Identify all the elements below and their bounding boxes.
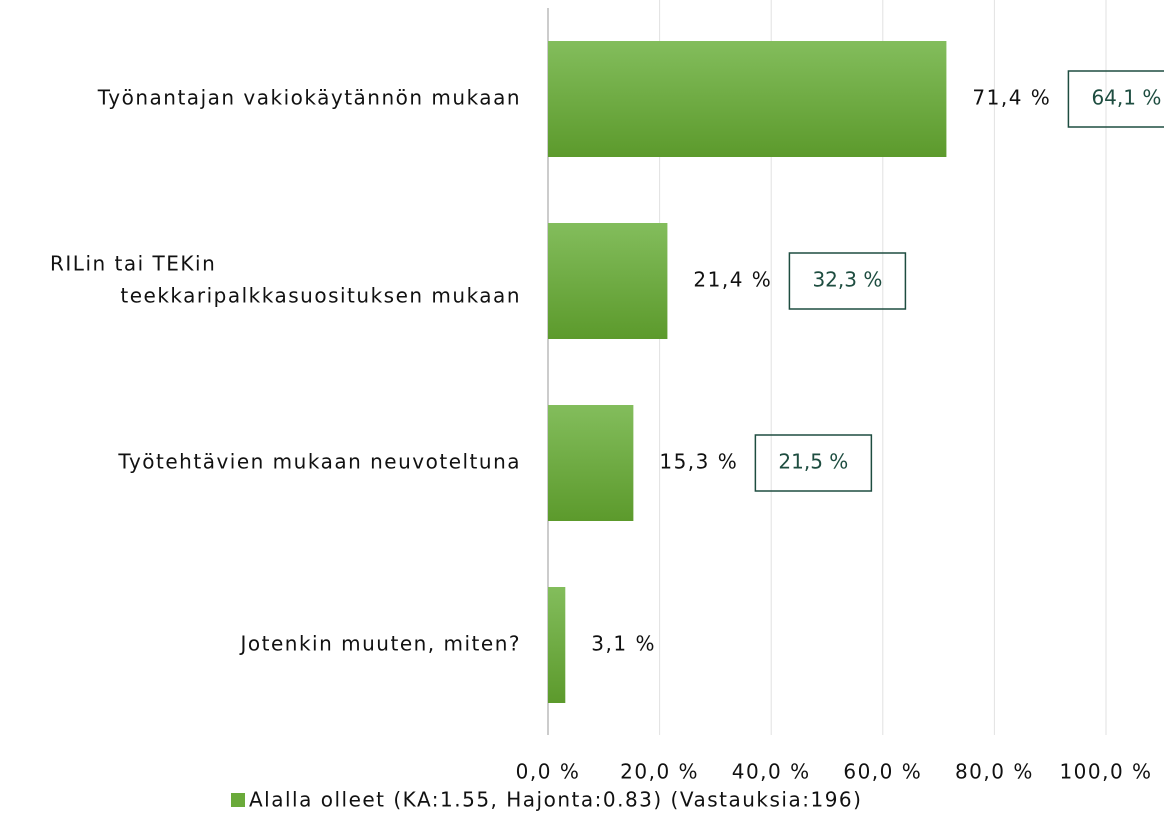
value-label: 15,3 %: [659, 450, 738, 474]
bar: [548, 41, 947, 157]
y-tick-label: Työnantajan vakiokäytännön mukaan: [97, 86, 521, 110]
annotation: 32,3 %: [812, 268, 882, 292]
value-label: 3,1 %: [591, 632, 656, 656]
bar: [548, 587, 566, 703]
legend-label: Alalla olleet (KA:1.55, Hajonta:0.83) (V…: [249, 788, 862, 812]
value-label: 71,4 %: [972, 86, 1051, 110]
value-label: 21,4 %: [693, 268, 772, 292]
legend-swatch: [231, 793, 245, 807]
x-tick-label: 0,0 %: [516, 760, 581, 784]
annotation-box: [1067, 70, 1164, 128]
y-tick-label: Työtehtävien mukaan neuvoteltuna: [117, 450, 521, 474]
x-tick-label: 20,0 %: [620, 760, 699, 784]
bar: [548, 405, 634, 521]
y-tick-label: RILin tai TEKin: [50, 252, 216, 276]
annotation-box: [788, 252, 907, 310]
x-tick-label: 40,0 %: [732, 760, 811, 784]
y-tick-label: teekkaripalkkasuosituksen mukaan: [120, 284, 521, 308]
bar: [548, 223, 668, 339]
annotation: 21,5 %: [778, 450, 848, 474]
annotation: 64,1 %: [1091, 86, 1161, 110]
y-tick-label: Jotenkin muuten, miten?: [239, 632, 521, 656]
x-tick-label: 100,0 %: [1059, 760, 1152, 784]
x-tick-label: 80,0 %: [955, 760, 1034, 784]
annotation-box: [754, 434, 873, 492]
x-tick-label: 60,0 %: [843, 760, 922, 784]
